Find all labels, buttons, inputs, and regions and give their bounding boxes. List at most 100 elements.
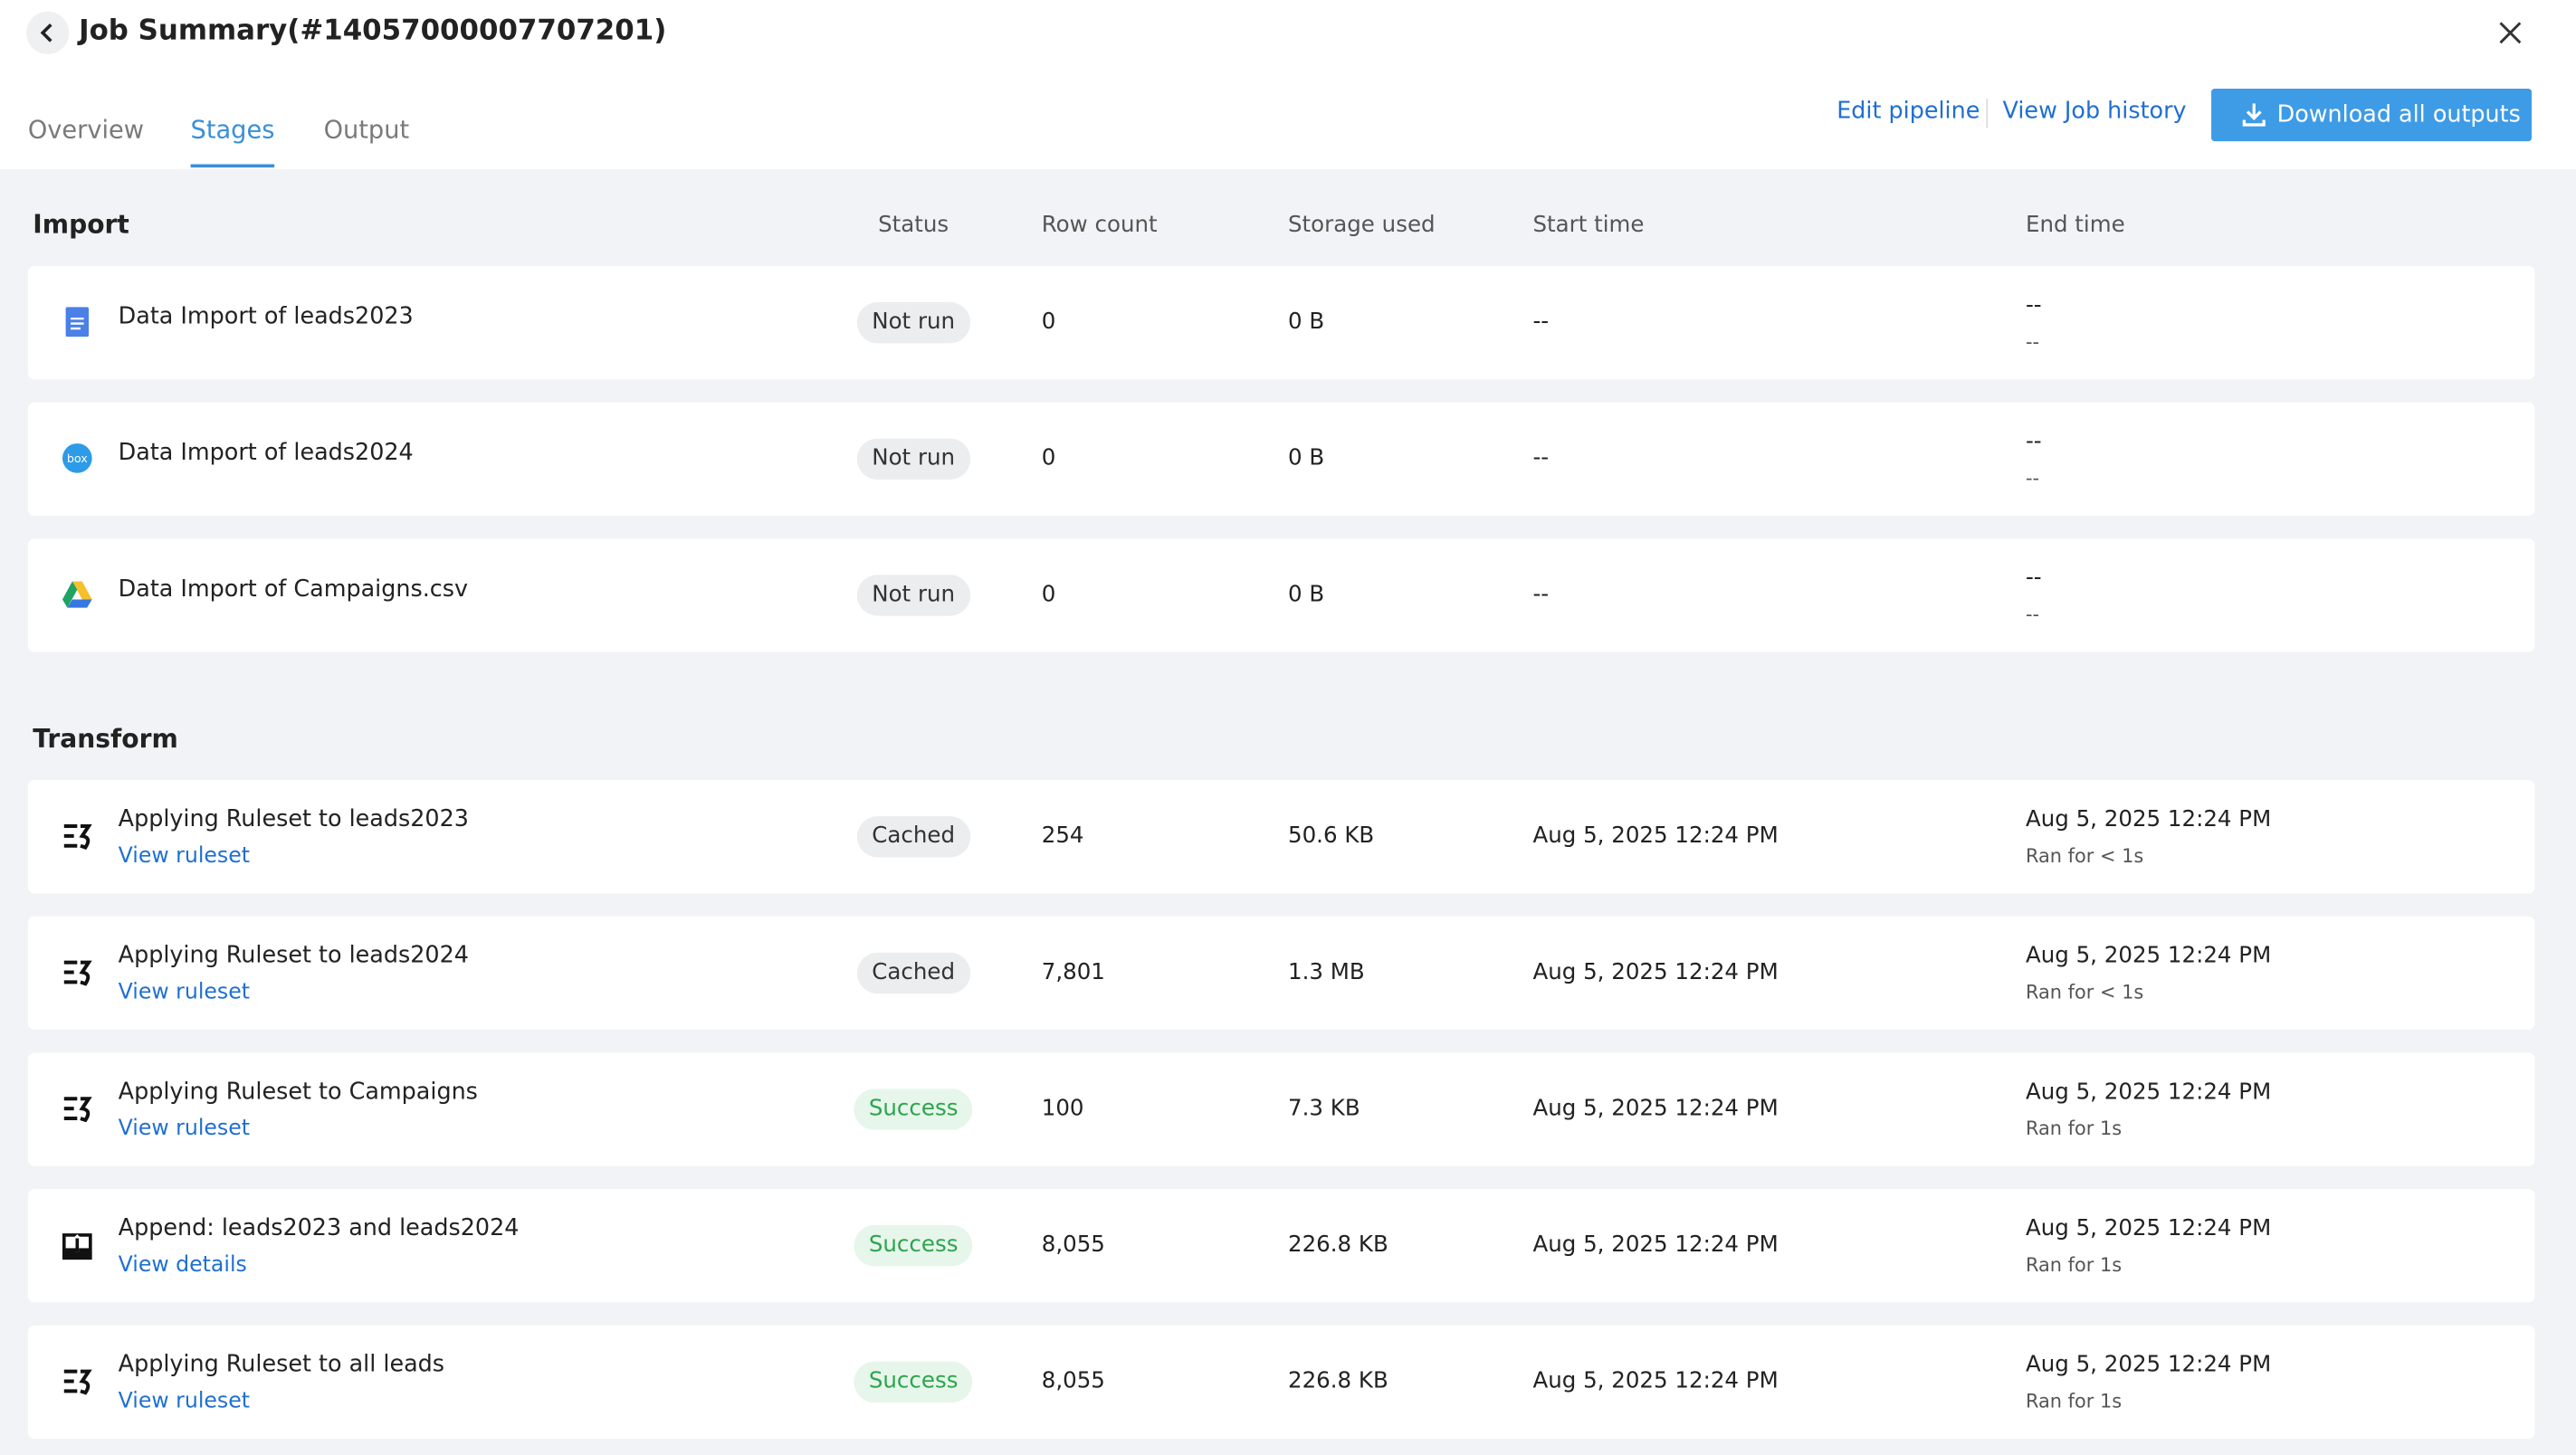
stage-link[interactable]: View details [118, 1252, 247, 1279]
stage-icon [62, 581, 92, 608]
start-time: -- [1532, 581, 1550, 608]
stage-name: Applying Ruleset to leads2024 [118, 942, 469, 969]
download-label: Download all outputs [2276, 101, 2521, 128]
stage-row: Applying Ruleset to leads2024 View rulese… [27, 916, 2535, 1031]
status-badge: Not run [856, 575, 970, 616]
stage-name: Applying Ruleset to Campaigns [118, 1079, 478, 1106]
storage-used: 0 B [1287, 309, 1325, 336]
column-header: Status [878, 212, 949, 239]
row-count: 0 [1041, 444, 1056, 471]
storage-used: 0 B [1287, 444, 1325, 471]
section-title: Transform [33, 724, 178, 755]
start-time: Aug 5, 2025 12:24 PM [1532, 1232, 1779, 1259]
run-duration: -- [2025, 466, 2040, 490]
run-duration: Ran for 1s [2025, 1117, 2123, 1140]
back-icon [40, 23, 52, 43]
end-time: Aug 5, 2025 12:24 PM [2025, 806, 2272, 833]
stage-link[interactable]: View ruleset [118, 980, 250, 1005]
stage-name: Data Import of leads2024 [118, 440, 414, 467]
run-duration: Ran for 1s [2025, 1252, 2123, 1277]
row-count: 8,055 [1041, 1232, 1105, 1259]
status-badge: Success [854, 1089, 973, 1130]
end-time: -- [2025, 565, 2042, 592]
row-count: 7,801 [1041, 958, 1105, 986]
status-badge: Not run [856, 438, 970, 480]
stage-row: Applying Ruleset to leads2023 View rulese… [27, 780, 2535, 894]
stage-icon [63, 1369, 92, 1395]
status-badge: Not run [856, 301, 970, 344]
end-time: -- [2025, 428, 2042, 455]
end-time: -- [2025, 292, 2042, 319]
run-duration: Ran for 1s [2025, 1389, 2123, 1412]
title: Job Summary(#14057000007707201) [79, 14, 667, 48]
row-count: 0 [1041, 581, 1056, 608]
run-duration: -- [2025, 603, 2040, 626]
tab[interactable]: Stages [190, 115, 275, 145]
start-time: Aug 5, 2025 12:24 PM [1532, 823, 1779, 850]
row-count: 254 [1041, 823, 1084, 850]
stage-icon [63, 1097, 92, 1123]
divider [1986, 98, 1989, 128]
storage-used: 1.3 MB [1287, 958, 1365, 986]
download-button[interactable]: Download all outputs [2211, 89, 2532, 142]
end-time: Aug 5, 2025 12:24 PM [2025, 1351, 2272, 1378]
row-count: 0 [1041, 309, 1056, 336]
status-badge: Success [854, 1361, 973, 1403]
storage-used: 226.8 KB [1287, 1232, 1388, 1259]
stage-name: Append: leads2023 and leads2024 [118, 1215, 520, 1242]
stage-row: Data Import of leads2023 Not run 0 0 B -- -- -… [27, 266, 2535, 380]
start-time: Aug 5, 2025 12:24 PM [1532, 958, 1779, 986]
stage-icon [65, 307, 90, 338]
start-time: Aug 5, 2025 12:24 PM [1532, 1095, 1779, 1122]
end-time: Aug 5, 2025 12:24 PM [2025, 1215, 2272, 1242]
close-button[interactable] [2497, 20, 2524, 46]
storage-used: 0 B [1287, 581, 1325, 608]
stage-link[interactable]: View ruleset [118, 1117, 250, 1142]
stage-link[interactable]: View ruleset [118, 843, 250, 870]
tab[interactable]: Output [323, 115, 410, 145]
section-title: Import [33, 210, 129, 240]
stage-name: Applying Ruleset to all leads [118, 1351, 445, 1378]
run-duration: Ran for < 1s [2025, 843, 2144, 868]
end-time: Aug 5, 2025 12:24 PM [2025, 1079, 2272, 1106]
svg-text:box: box [67, 452, 88, 465]
status-badge: Cached [856, 952, 970, 994]
stage-icon: box [62, 443, 92, 473]
run-duration: -- [2025, 329, 2040, 354]
stage-row: Append: leads2023 and leads2024 View deta… [27, 1189, 2535, 1303]
stage-name: Applying Ruleset to leads2023 [118, 806, 469, 833]
start-time: -- [1532, 309, 1550, 336]
stage-row: Applying Ruleset to all leads View rulese… [27, 1325, 2535, 1439]
stage-name: Data Import of Campaigns.csv [118, 576, 469, 604]
column-header: Storage used [1287, 212, 1436, 239]
start-time: Aug 5, 2025 12:24 PM [1532, 1367, 1779, 1394]
row-count: 8,055 [1041, 1367, 1105, 1394]
stage-icon [62, 1233, 92, 1260]
stage-row: Applying Ruleset to Campaigns View rulese… [27, 1052, 2535, 1166]
column-header: Row count [1041, 212, 1158, 239]
storage-used: 50.6 KB [1287, 823, 1375, 850]
tab-underline [190, 164, 275, 168]
row-count: 100 [1041, 1095, 1084, 1122]
stage-link[interactable]: View ruleset [118, 1389, 250, 1414]
run-duration: Ran for < 1s [2025, 980, 2144, 1003]
start-time: -- [1532, 444, 1550, 471]
edit-pipeline[interactable]: Edit pipeline [1837, 98, 1980, 125]
storage-used: 7.3 KB [1287, 1095, 1360, 1122]
header: Job Summary(#14057000007707201) Overview… [0, 0, 2576, 169]
stage-icon [63, 823, 92, 850]
download-icon [2242, 103, 2266, 127]
stage-icon [63, 960, 92, 986]
column-header: Start time [1532, 212, 1645, 239]
status-badge: Success [854, 1225, 973, 1267]
view-job-history[interactable]: View Job history [2002, 98, 2187, 125]
column-header: End time [2025, 212, 2125, 239]
storage-used: 226.8 KB [1287, 1367, 1388, 1394]
status-badge: Cached [856, 816, 970, 858]
back-button[interactable] [26, 11, 70, 54]
stage-row: Data Import of Campaigns.csv Not run 0 0 B -… [27, 538, 2535, 652]
stage-row: box Data Import of leads2024 Not run 0 0 B --… [27, 402, 2535, 516]
tab[interactable]: Overview [27, 115, 145, 145]
end-time: Aug 5, 2025 12:24 PM [2025, 942, 2272, 969]
